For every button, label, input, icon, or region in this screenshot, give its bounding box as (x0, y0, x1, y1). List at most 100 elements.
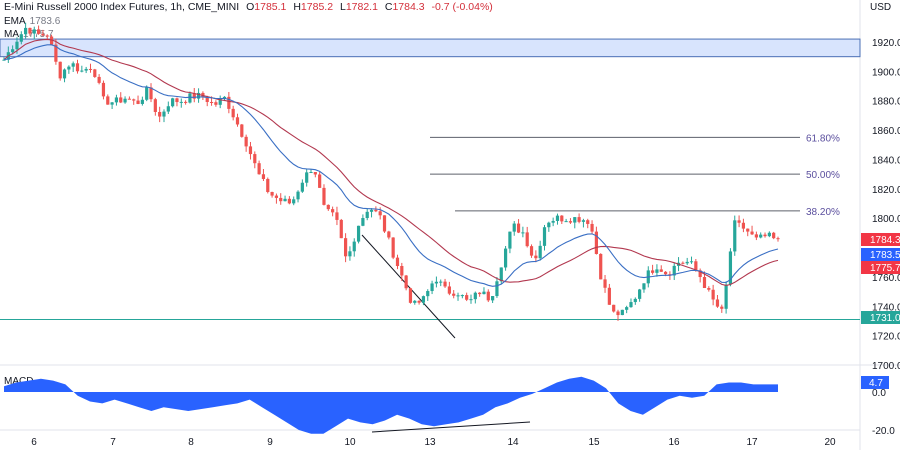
candle-body (67, 66, 71, 70)
candle-body (741, 222, 746, 229)
macd-legend[interactable]: MACD (4, 376, 33, 387)
candle-body (408, 288, 413, 303)
currency-label: USD (870, 2, 891, 13)
macd-histogram (4, 376, 778, 434)
candle-body (45, 35, 49, 37)
candle-body (188, 93, 192, 103)
ema-line[interactable] (3, 44, 779, 287)
candle-body (166, 106, 170, 112)
y-tick-label: 1880.0 (872, 97, 900, 108)
candle-body (478, 292, 482, 295)
high-value: 1785.2 (300, 1, 334, 13)
low-value: 1782.1 (345, 1, 378, 13)
price-label-box (861, 261, 900, 274)
candle-body (149, 87, 153, 100)
low-label: L (339, 1, 346, 13)
candle-body (728, 251, 733, 285)
y-tick-label: 1840.0 (872, 155, 900, 166)
resistance-zone[interactable] (0, 38, 861, 58)
candle-body (702, 277, 707, 289)
open-label: O (246, 1, 255, 13)
candle-body (720, 306, 724, 309)
candle-body (508, 231, 512, 249)
candle-body (767, 232, 771, 237)
candle-body (114, 97, 119, 103)
candle-body (586, 220, 590, 224)
candle-body (49, 36, 54, 45)
candle-body (283, 198, 287, 202)
candle-body (71, 63, 75, 67)
candle-body (525, 232, 529, 247)
candle-body (374, 209, 378, 212)
candle-body (300, 182, 304, 192)
candle-body (737, 220, 741, 223)
candle-body (750, 231, 754, 235)
candle-body (387, 231, 391, 238)
high-label: H (293, 1, 301, 13)
macd-tick-label: -20.0 (872, 426, 895, 437)
candles (2, 22, 780, 321)
candle-body (244, 136, 248, 147)
candle-body (231, 108, 235, 118)
candle-body (326, 204, 330, 210)
candle-body (309, 172, 313, 174)
ma-label: MA (4, 29, 19, 40)
candle-body (551, 220, 555, 223)
candle-body (352, 241, 356, 252)
candle-body (746, 228, 750, 232)
macd-tick-label: 0.0 (872, 388, 886, 399)
candle-body (127, 98, 131, 100)
candle-body (521, 232, 525, 234)
candle-body (101, 82, 106, 97)
macd-label: MACD (4, 376, 34, 387)
y-tick-label: 1760.0 (872, 273, 900, 284)
candle-body (482, 291, 486, 295)
trend-line[interactable] (361, 234, 456, 339)
candle-body (698, 270, 702, 278)
candle-body (84, 68, 88, 71)
chart-header: E-Mini Russell 2000 Index Futures, 1h, C… (4, 1, 493, 13)
candle-body (119, 97, 123, 103)
candle-body (417, 300, 421, 303)
candle-body (581, 220, 586, 222)
ma-line[interactable] (3, 38, 779, 286)
x-tick-label: 13 (424, 437, 436, 448)
candle-body (361, 218, 365, 226)
candle-body (560, 215, 564, 222)
candle-body (11, 49, 15, 53)
candle-body (443, 281, 447, 287)
candle-body (365, 211, 369, 219)
candle-body (555, 215, 560, 221)
candle-body (339, 219, 343, 239)
x-tick-label: 20 (824, 437, 836, 448)
candle-body (318, 174, 322, 188)
candle-body (503, 248, 508, 268)
ema-value: 1783.6 (29, 16, 61, 27)
candle-body (192, 93, 196, 99)
candle-body (460, 295, 464, 297)
candle-body (573, 217, 577, 223)
price-label-box (861, 233, 900, 246)
candle-body (41, 33, 45, 36)
macd-divergence-line[interactable] (371, 421, 531, 433)
candle-body (270, 191, 274, 196)
candle-body (2, 59, 6, 61)
candle-body (607, 287, 611, 305)
candle-body (28, 27, 32, 34)
x-tick-label: 9 (267, 437, 273, 448)
candle-body (153, 99, 157, 112)
candle-body (240, 124, 244, 137)
y-tick-label: 1900.0 (872, 67, 900, 78)
candle-body (612, 304, 616, 312)
candle-body (499, 267, 503, 282)
candle-body (292, 199, 296, 204)
y-tick-label: 1740.0 (872, 302, 900, 313)
candle-body (235, 117, 240, 125)
candle-body (58, 61, 62, 79)
candle-body (529, 246, 534, 256)
candle-body (616, 311, 620, 316)
ema-legend[interactable]: EMA 1783.6 (4, 16, 60, 27)
symbol-title: E-Mini Russell 2000 Index Futures, 1h, C… (4, 1, 240, 13)
candle-body (534, 255, 538, 259)
